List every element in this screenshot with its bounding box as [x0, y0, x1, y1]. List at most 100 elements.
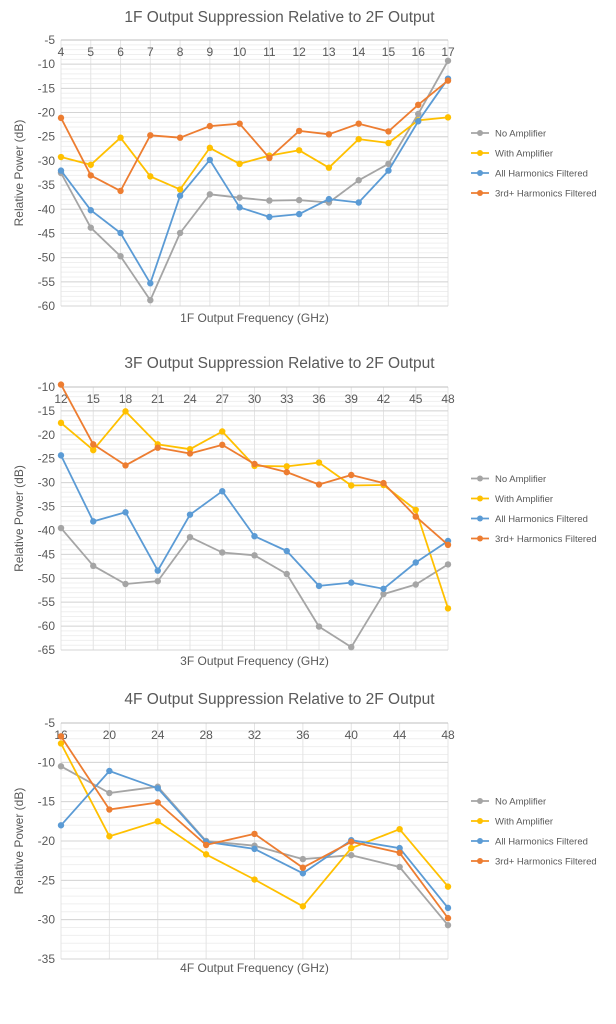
chart-title: 3F Output Suppression Relative to 2F Out… — [124, 355, 435, 372]
data-point-3rd-harmonics-filtered — [87, 172, 94, 179]
data-point-all-harmonics-filtered — [444, 904, 452, 912]
data-point-no-amplifier — [355, 177, 362, 184]
data-point-no-amplifier — [444, 921, 452, 929]
x-axis-title: 4F Output Frequency (GHz) — [180, 961, 329, 975]
data-point-with-amplifier — [444, 883, 452, 890]
data-point-all-harmonics-filtered — [147, 280, 154, 287]
x-tick-label: 39 — [345, 392, 359, 406]
data-point-with-amplifier — [444, 605, 452, 612]
x-tick-label: 14 — [352, 45, 366, 59]
data-point-with-amplifier — [315, 459, 323, 466]
data-point-with-amplifier — [206, 144, 214, 152]
data-point-all-harmonics-filtered — [412, 559, 419, 566]
y-tick-label: -55 — [38, 595, 56, 609]
x-tick-label: 45 — [409, 392, 423, 406]
data-point-all-harmonics-filtered — [283, 547, 290, 555]
data-point-all-harmonics-filtered — [396, 844, 403, 852]
x-tick-label: 44 — [393, 728, 407, 742]
legend-label: 3rd+ Harmonics Filtered — [495, 189, 597, 200]
x-tick-label: 30 — [248, 392, 262, 406]
legend-label: No Amplifier — [495, 129, 546, 140]
data-point-no-amplifier — [147, 296, 154, 304]
data-point-3rd-harmonics-filtered — [444, 541, 452, 548]
data-point-all-harmonics-filtered — [251, 532, 258, 540]
chart-group: 4F Output Suppression Relative to 2F Out… — [12, 691, 597, 975]
data-point-with-amplifier — [236, 160, 243, 168]
data-point-3rd-harmonics-filtered — [219, 441, 226, 449]
data-point-no-amplifier — [87, 224, 94, 231]
data-point-all-harmonics-filtered — [415, 118, 422, 125]
data-point-with-amplifier — [57, 153, 65, 161]
data-point-with-amplifier — [154, 818, 161, 825]
data-point-all-harmonics-filtered — [295, 210, 303, 218]
data-point-no-amplifier — [283, 570, 290, 578]
data-point-no-amplifier — [266, 197, 273, 204]
data-point-with-amplifier — [202, 851, 210, 858]
data-point-3rd-harmonics-filtered — [355, 120, 362, 127]
data-point-3rd-harmonics-filtered — [380, 479, 387, 487]
data-point-3rd-harmonics-filtered — [186, 450, 194, 457]
x-tick-label: 20 — [103, 728, 117, 742]
y-tick-label: -10 — [38, 755, 56, 769]
data-point-no-amplifier — [315, 623, 323, 630]
data-point-all-harmonics-filtered — [87, 207, 94, 214]
data-point-with-amplifier — [396, 826, 403, 833]
data-point-no-amplifier — [186, 533, 194, 541]
data-point-no-amplifier — [57, 763, 65, 770]
data-point-all-harmonics-filtered — [57, 167, 65, 174]
data-point-all-harmonics-filtered — [266, 213, 273, 221]
data-point-3rd-harmonics-filtered — [147, 132, 154, 139]
x-tick-label: 16 — [412, 45, 426, 59]
y-tick-label: -30 — [38, 476, 56, 490]
y-tick-label: -10 — [38, 57, 56, 71]
data-point-3rd-harmonics-filtered — [415, 101, 422, 109]
data-point-all-harmonics-filtered — [57, 822, 65, 829]
data-point-with-amplifier — [412, 506, 419, 514]
y-axis-title: Relative Power (dB) — [12, 788, 26, 895]
y-tick-label: -45 — [38, 547, 56, 561]
y-tick-label: -60 — [38, 619, 56, 633]
data-point-with-amplifier — [90, 446, 97, 454]
data-point-all-harmonics-filtered — [186, 511, 194, 518]
data-point-3rd-harmonics-filtered — [299, 864, 307, 871]
legend-marker — [477, 858, 483, 864]
data-point-with-amplifier — [348, 482, 355, 489]
x-tick-label: 9 — [207, 45, 214, 59]
data-point-with-amplifier — [283, 463, 290, 470]
y-tick-label: -65 — [38, 643, 56, 657]
data-point-no-amplifier — [412, 581, 419, 588]
y-tick-label: -45 — [38, 226, 56, 240]
data-point-with-amplifier — [295, 147, 303, 154]
data-point-3rd-harmonics-filtered — [236, 120, 243, 127]
chart-group: 3F Output Suppression Relative to 2F Out… — [12, 355, 597, 668]
data-point-all-harmonics-filtered — [122, 509, 129, 516]
x-tick-label: 24 — [151, 728, 165, 742]
data-point-with-amplifier — [348, 844, 355, 852]
data-point-no-amplifier — [90, 562, 97, 570]
x-tick-label: 42 — [377, 392, 391, 406]
data-point-all-harmonics-filtered — [236, 204, 243, 211]
y-tick-label: -15 — [38, 404, 56, 418]
y-tick-label: -25 — [38, 452, 56, 466]
data-point-with-amplifier — [176, 186, 184, 193]
data-point-all-harmonics-filtered — [385, 167, 392, 174]
data-point-with-amplifier — [147, 173, 154, 180]
legend-label: No Amplifier — [495, 797, 546, 808]
x-axis-title: 3F Output Frequency (GHz) — [180, 654, 329, 668]
data-point-all-harmonics-filtered — [90, 518, 97, 525]
legend-marker — [477, 535, 483, 542]
data-point-no-amplifier — [219, 549, 226, 556]
data-point-no-amplifier — [348, 643, 355, 651]
x-tick-label: 48 — [441, 392, 455, 406]
data-point-all-harmonics-filtered — [154, 785, 161, 792]
data-point-no-amplifier — [348, 851, 355, 859]
data-point-no-amplifier — [251, 552, 258, 559]
data-point-with-amplifier — [444, 114, 452, 121]
data-point-no-amplifier — [444, 57, 452, 64]
data-point-with-amplifier — [122, 408, 129, 415]
series-line-no-amplifier — [60, 60, 449, 302]
series-line-3rd-harmonics-filtered — [60, 79, 449, 192]
x-tick-label: 27 — [216, 392, 230, 406]
x-tick-label: 48 — [441, 728, 455, 742]
legend-label: With Amplifier — [495, 494, 553, 505]
